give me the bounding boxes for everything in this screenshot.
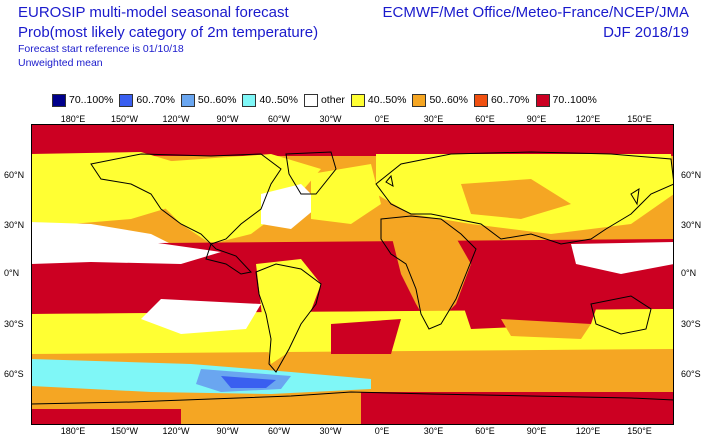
lon-tick-label: 150°E — [627, 114, 652, 124]
antarctic-red-west — [31, 409, 181, 425]
lon-tick-label: 180°E — [60, 426, 86, 436]
legend-label: 60..70% — [490, 94, 530, 106]
wpac-white — [571, 242, 674, 274]
southern-ocean-blue — [221, 376, 276, 388]
season-label: DJF 2018/19 — [603, 24, 689, 41]
lon-tick-label: 90°E — [526, 426, 547, 436]
legend-item: 50..60% — [412, 93, 468, 107]
spac-white — [141, 299, 261, 334]
lat-tick-label: 60°S — [681, 369, 701, 379]
lon-tick-label: 150°W — [110, 114, 139, 124]
legend-label: 40..50% — [367, 94, 407, 106]
map-title: EUROSIP multi-model seasonal forecast — [18, 4, 289, 21]
legend-swatch — [412, 93, 427, 107]
model-centres: ECMWF/Met Office/Meteo-France/NCEP/JMA — [382, 4, 689, 21]
map-frame — [31, 124, 674, 425]
lat-tick-label: 30°N — [681, 220, 702, 230]
lon-tick-label: 90°W — [216, 114, 239, 124]
legend-swatch — [473, 93, 488, 107]
lon-tick-label: 60°W — [267, 426, 291, 436]
lon-tick-label: 120°E — [575, 114, 601, 124]
epac-white — [31, 236, 221, 264]
legend-label: 50..60% — [429, 94, 468, 106]
lon-tick-label: 30°E — [423, 114, 444, 124]
lat-tick-label: 30°N — [4, 220, 25, 230]
legend-item: 60..70% — [473, 93, 530, 107]
legend-label: 70..100% — [69, 94, 114, 106]
forecast-start-note: Forecast start reference is 01/10/18 — [18, 43, 184, 55]
legend-label: 60..70% — [136, 94, 175, 106]
weighting-note: Unweighted mean — [18, 57, 103, 69]
lon-tick-label: 60°W — [267, 114, 291, 124]
lat-tick-label: 30°S — [681, 319, 701, 329]
lon-tick-label: 150°E — [627, 426, 652, 436]
africa — [391, 229, 471, 329]
legend: 70..100% 60..70% 50..60% 40..50% other 40..50… — [52, 92, 603, 108]
legend-label: other — [320, 94, 345, 106]
probability-map — [31, 124, 674, 425]
lat-tick-label: 60°S — [4, 369, 24, 379]
legend-label: 40..50% — [259, 94, 298, 106]
legend-swatch — [242, 93, 257, 107]
lat-tick-label: 30°S — [4, 319, 24, 329]
legend-swatch — [303, 93, 318, 107]
legend-swatch — [180, 93, 195, 107]
lon-tick-label: 30°W — [319, 426, 342, 436]
legend-swatch — [119, 93, 134, 107]
lon-tick-label: 180°E — [60, 114, 86, 124]
lon-tick-label: 60°E — [475, 114, 495, 124]
lon-tick-label: 0°E — [374, 426, 390, 436]
legend-swatch — [52, 93, 66, 107]
legend-item: 40..50% — [242, 93, 298, 107]
satlantic-red — [331, 319, 401, 354]
lon-tick-label: 90°W — [216, 426, 239, 436]
legend-swatch — [350, 93, 365, 107]
asia-orange — [461, 179, 571, 219]
legend-swatch — [535, 93, 550, 107]
lat-tick-label: 0°N — [4, 268, 20, 278]
legend-item: 60..70% — [119, 93, 175, 107]
lon-tick-label: 0°E — [374, 114, 390, 124]
legend-item: 70..100% — [52, 93, 114, 107]
legend-item: other — [303, 93, 345, 107]
legend-item: 40..50% — [350, 93, 407, 107]
greenland-white — [261, 184, 321, 229]
lon-tick-label: 30°E — [423, 426, 444, 436]
antarctic-red — [361, 392, 674, 425]
arctic-band — [31, 124, 674, 156]
lon-tick-label: 30°W — [319, 114, 342, 124]
lon-tick-label: 150°W — [110, 426, 139, 436]
lat-tick-label: 60°N — [681, 170, 702, 180]
sindian-orange — [501, 319, 591, 339]
coastlines — [31, 151, 674, 405]
lon-tick-label: 90°E — [526, 114, 547, 124]
legend-item: 70..100% — [535, 93, 597, 107]
lon-tick-label: 120°E — [575, 426, 601, 436]
sindian-red — [461, 294, 601, 329]
legend-item: 50..60% — [180, 93, 237, 107]
lon-tick-label: 60°E — [475, 426, 495, 436]
lon-tick-label: 120°W — [162, 114, 190, 124]
lat-tick-label: 0°N — [681, 268, 697, 278]
map-subtitle: Prob(most likely category of 2m temperat… — [18, 24, 319, 41]
lat-tick-label: 60°N — [4, 170, 25, 180]
legend-label: 70..100% — [552, 94, 597, 106]
lon-tick-label: 120°W — [162, 426, 190, 436]
legend-label: 50..60% — [197, 94, 237, 106]
